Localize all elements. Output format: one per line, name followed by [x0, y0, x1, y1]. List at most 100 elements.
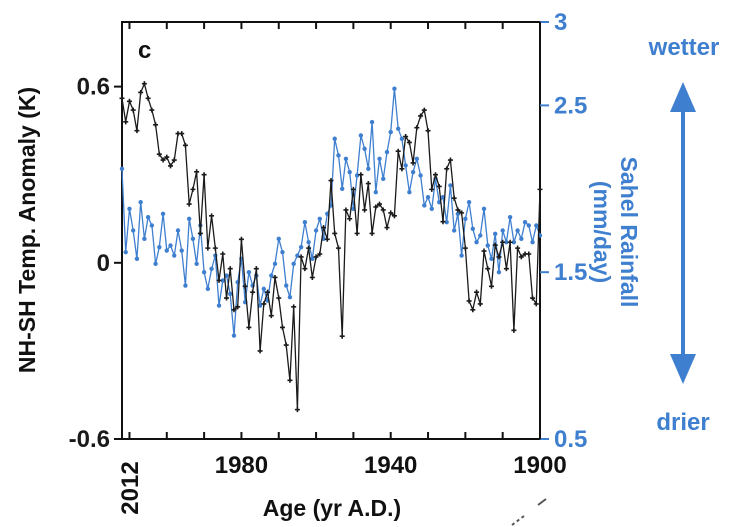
right-axis-tick-label: 2.5	[554, 92, 587, 119]
plot-area-border	[121, 21, 541, 440]
rainfall-point	[373, 189, 378, 195]
rainfall-point	[201, 270, 207, 275]
rainfall-point	[138, 199, 143, 205]
temperature-point	[164, 154, 170, 160]
rainfall-point	[493, 231, 498, 237]
rainfall-point	[470, 226, 476, 232]
right-axis-tick-label: 3	[554, 9, 567, 36]
rainfall-point	[194, 261, 199, 267]
temperature-point	[492, 242, 498, 248]
rainfall-point	[134, 256, 140, 262]
rainfall-point	[306, 239, 311, 245]
rainfall-point	[130, 228, 136, 233]
left-axis-title: NH-SH Temp. Anomaly (K)	[14, 87, 40, 373]
temperature-point	[276, 295, 282, 301]
temperature-point	[462, 245, 468, 251]
temperature-point	[328, 178, 334, 184]
temperature-point	[384, 225, 390, 231]
rainfall-point	[272, 261, 278, 267]
x-axis-tick-label: 1980	[215, 452, 268, 479]
temperature-point	[250, 289, 256, 295]
temperature-point	[459, 210, 465, 216]
temperature-point	[306, 245, 312, 251]
rainfall-point	[414, 156, 420, 161]
temperature-point	[197, 230, 203, 236]
temperature-point	[272, 274, 278, 280]
x-axis-title: Age (yr A.D.)	[263, 495, 401, 521]
temperature-point	[253, 266, 259, 272]
temperature-point	[231, 307, 237, 313]
rainfall-point	[149, 223, 155, 228]
right-axis-title-line2: (mm/day)	[589, 181, 615, 283]
temperature-point	[377, 201, 383, 207]
rainfall-point	[418, 173, 423, 178]
rainfall-point	[507, 214, 513, 220]
rainfall-point	[145, 214, 151, 220]
temperature-point	[507, 239, 513, 245]
temperature-point	[451, 195, 457, 201]
temperature-point	[533, 301, 539, 307]
temperature-point	[138, 89, 144, 95]
rainfall-point	[410, 169, 416, 175]
rainfall-point	[298, 244, 304, 250]
temperature-point	[186, 201, 192, 207]
temperature-point	[358, 172, 364, 178]
rainfall-point	[119, 166, 125, 171]
temperature-point	[488, 283, 494, 289]
temperature-point	[291, 304, 297, 310]
temperature-point	[354, 230, 360, 236]
temperature-point	[470, 307, 476, 313]
rainfall-point	[526, 223, 532, 228]
rainfall-point	[231, 333, 237, 338]
temperature-point	[153, 122, 159, 128]
rainfall-point	[377, 156, 382, 161]
temperature-point	[347, 216, 353, 222]
rainfall-point	[183, 283, 188, 288]
temperature-point	[414, 125, 420, 131]
annotation-wetter: wetter	[648, 34, 720, 61]
rainfall-point	[332, 136, 337, 141]
temperature-point	[302, 266, 308, 272]
rainfall-point	[422, 203, 427, 208]
temperature-point	[503, 266, 509, 272]
temperature-point	[365, 181, 371, 187]
temperature-line	[121, 83, 541, 411]
temperature-point	[332, 230, 338, 236]
rainfall-point	[381, 176, 386, 181]
wetter-drier-arrow	[670, 82, 696, 384]
rainfall-point	[530, 239, 535, 245]
temperature-point	[496, 254, 502, 260]
temperature-point	[179, 131, 185, 137]
rainfall-point	[444, 219, 449, 225]
rainfall-point	[388, 129, 393, 135]
rainfall-point	[347, 169, 352, 175]
temperature-point	[391, 213, 397, 219]
rainfall-line	[121, 88, 541, 337]
rainfall-point	[269, 273, 274, 278]
temperature-point	[418, 113, 424, 119]
rainfall-point	[153, 261, 158, 267]
rainfall-point	[224, 273, 229, 278]
temperature-point	[283, 342, 289, 348]
temperature-point	[238, 236, 244, 242]
rainfall-point	[179, 248, 184, 253]
rainfall-point	[216, 303, 222, 308]
temperature-point	[261, 301, 267, 307]
temperature-point	[119, 95, 125, 101]
rainfall-point	[175, 228, 181, 233]
corner-scribble	[511, 498, 547, 526]
temperature-point	[395, 148, 401, 154]
rainfall-point	[478, 233, 483, 238]
temperature-point	[130, 107, 136, 113]
temperature-point	[477, 301, 483, 307]
rainfall-point	[287, 295, 293, 300]
temperature-point	[182, 142, 188, 148]
rainfall-point	[519, 236, 524, 242]
temperature-point	[168, 163, 174, 169]
rainfall-point	[228, 291, 233, 297]
temperature-point	[313, 254, 319, 260]
temperature-point	[447, 157, 453, 163]
rainfall-point	[317, 216, 323, 222]
temperature-point	[309, 274, 315, 280]
